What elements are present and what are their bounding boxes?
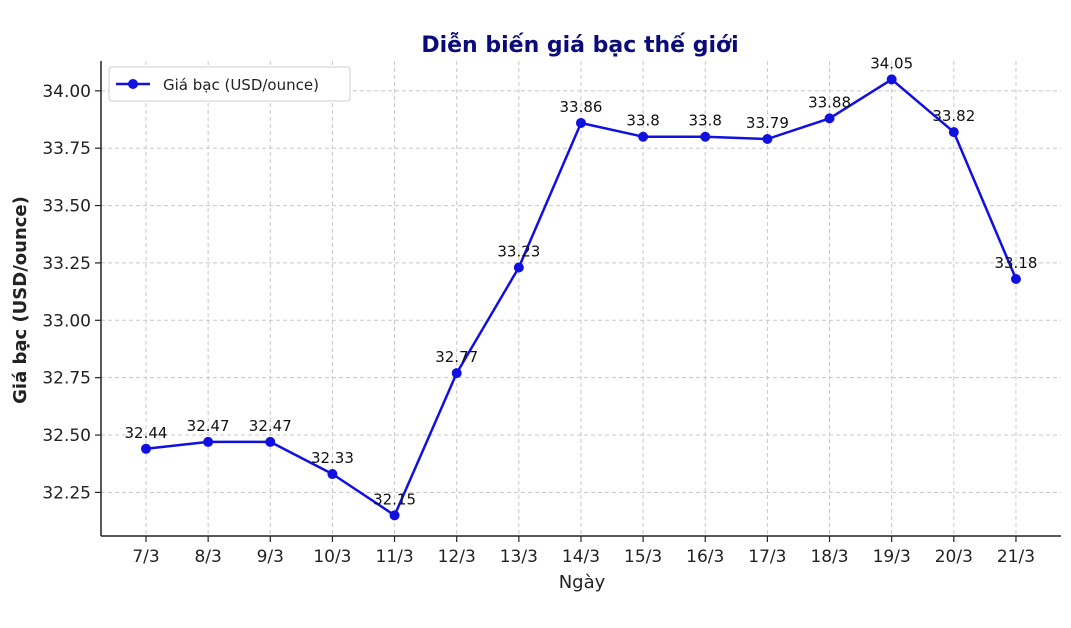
x-tick-label: 7/3 bbox=[132, 547, 159, 567]
data-point bbox=[824, 113, 835, 124]
x-axis-ticks: 7/3 8/3 9/3 10/3 11/3 12/3 13/3 14/3 15/3 16/3 17/… bbox=[132, 536, 1035, 567]
x-tick-label: 12/3 bbox=[438, 547, 476, 567]
y-tick-label: 32.50 bbox=[42, 426, 91, 446]
x-tick-label: 19/3 bbox=[873, 547, 911, 567]
x-tick-label: 9/3 bbox=[257, 547, 284, 567]
x-tick-label: 10/3 bbox=[313, 547, 351, 567]
y-tick-label: 32.75 bbox=[42, 369, 91, 389]
data-point bbox=[451, 368, 462, 379]
data-label: 33.8 bbox=[689, 112, 722, 130]
grid bbox=[101, 61, 1061, 536]
data-point bbox=[886, 74, 897, 85]
x-tick-label: 18/3 bbox=[810, 547, 848, 567]
x-tick-label: 15/3 bbox=[624, 547, 662, 567]
y-tick-label: 33.25 bbox=[42, 254, 91, 274]
x-tick-label: 14/3 bbox=[562, 547, 600, 567]
y-tick-label: 34.00 bbox=[42, 82, 91, 102]
data-point bbox=[513, 262, 524, 273]
chart-title: Diễn biến giá bạc thế giới bbox=[421, 33, 738, 58]
data-point bbox=[265, 436, 276, 447]
data-point bbox=[1010, 273, 1021, 284]
data-label: 33.82 bbox=[932, 107, 975, 125]
data-point bbox=[762, 134, 773, 145]
legend-marker bbox=[128, 79, 138, 89]
y-tick-label: 33.50 bbox=[42, 197, 91, 217]
y-axis-title: Giá bạc (USD/ounce) bbox=[10, 196, 31, 404]
data-label: 32.77 bbox=[435, 348, 478, 366]
data-label: 33.23 bbox=[497, 243, 540, 261]
legend-label: Giá bạc (USD/ounce) bbox=[163, 76, 319, 94]
y-tick-label: 33.00 bbox=[42, 311, 91, 331]
x-tick-label: 11/3 bbox=[375, 547, 413, 567]
legend: Giá bạc (USD/ounce) bbox=[108, 66, 351, 102]
y-axis-ticks: 32.25 32.50 32.75 33.00 33.25 33.50 33.75 34.00 bbox=[42, 82, 101, 503]
data-point bbox=[327, 469, 338, 480]
data-label: 33.88 bbox=[808, 93, 851, 111]
data-label: 32.47 bbox=[249, 417, 292, 435]
data-point bbox=[389, 510, 400, 521]
x-axis-title: Ngày bbox=[559, 572, 606, 593]
x-tick-label: 16/3 bbox=[686, 547, 724, 567]
data-point bbox=[575, 117, 586, 128]
x-tick-label: 17/3 bbox=[748, 547, 786, 567]
data-label: 33.18 bbox=[994, 254, 1037, 272]
series-layer bbox=[141, 74, 1021, 521]
data-label: 33.79 bbox=[746, 114, 789, 132]
data-label: 34.05 bbox=[870, 54, 913, 72]
x-tick-label: 20/3 bbox=[935, 547, 973, 567]
data-point bbox=[203, 436, 214, 447]
data-label: 33.86 bbox=[560, 98, 603, 116]
data-point bbox=[638, 131, 649, 142]
data-label: 32.15 bbox=[373, 490, 416, 508]
data-label: 32.47 bbox=[187, 417, 230, 435]
x-tick-label: 21/3 bbox=[997, 547, 1035, 567]
data-labels: 32.44 32.47 32.47 32.33 32.15 32.77 33.23 33.86… bbox=[125, 54, 1038, 508]
data-label: 32.33 bbox=[311, 449, 354, 467]
x-tick-label: 13/3 bbox=[500, 547, 538, 567]
y-tick-label: 33.75 bbox=[42, 139, 91, 159]
data-point bbox=[700, 131, 711, 142]
data-label: 33.8 bbox=[626, 112, 659, 130]
y-tick-label: 32.25 bbox=[42, 483, 91, 503]
legend-box bbox=[108, 66, 351, 102]
x-tick-label: 8/3 bbox=[194, 547, 221, 567]
data-point bbox=[141, 443, 151, 454]
data-point bbox=[948, 127, 959, 138]
data-label: 32.44 bbox=[125, 424, 168, 442]
